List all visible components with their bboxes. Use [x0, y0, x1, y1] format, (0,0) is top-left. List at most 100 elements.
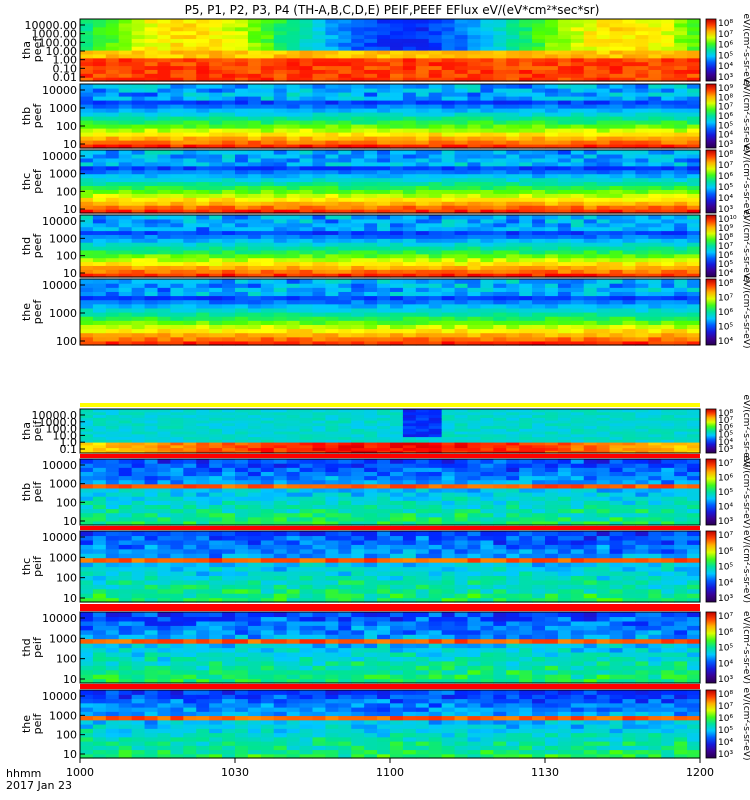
heatmap-cell [687, 273, 701, 278]
heatmap-cell [493, 234, 507, 239]
heatmap-cell [170, 140, 184, 145]
heatmap-cell [183, 226, 197, 232]
heatmap-cell [183, 500, 197, 505]
heatmap-cell [609, 332, 624, 338]
heatmap-cell [235, 136, 249, 141]
heatmap-cell [235, 209, 249, 214]
heatmap-cell [105, 124, 120, 129]
heatmap-cell [209, 181, 223, 187]
heatmap-cell [467, 100, 482, 105]
heatmap-cell [364, 436, 378, 440]
heatmap-cell [131, 226, 146, 232]
heatmap-cell [583, 153, 598, 159]
heatmap-cell [273, 279, 288, 284]
heatmap-cell [105, 316, 120, 321]
heatmap-cell [131, 269, 146, 274]
heatmap-cell [260, 218, 275, 224]
heatmap-cell [687, 53, 701, 59]
heatmap-cell [260, 479, 275, 485]
heatmap-cell [299, 246, 314, 251]
heatmap-cell [609, 295, 624, 301]
heatmap-cell [80, 193, 94, 198]
heatmap-cell [299, 299, 314, 305]
heatmap-cell [325, 136, 339, 141]
heatmap-cell [377, 124, 391, 129]
heatmap-cell [506, 291, 520, 297]
heatmap-cell [235, 471, 249, 477]
heatmap-cell [635, 328, 649, 334]
heatmap-cell [415, 291, 430, 297]
heatmap-cell [196, 42, 210, 47]
heatmap-cell [415, 436, 430, 440]
heatmap-cell [583, 193, 598, 198]
heatmap-cell [402, 428, 417, 432]
heatmap-cell [622, 411, 637, 416]
heatmap-cell [235, 30, 249, 36]
heatmap-cell [157, 246, 172, 251]
heatmap-cell [157, 226, 172, 232]
heatmap-cell [196, 189, 210, 194]
heatmap-cell [493, 53, 507, 59]
heatmap-cell [377, 120, 391, 125]
heatmap-cell [131, 116, 146, 121]
heatmap-cell [183, 483, 197, 489]
heatmap-cell [648, 201, 662, 206]
heatmap-cell [273, 185, 288, 190]
heatmap-cell [687, 46, 701, 51]
heatmap-cell [260, 46, 275, 51]
heatmap-cell [532, 30, 546, 36]
heatmap-cell [325, 65, 339, 70]
heatmap-cell [609, 422, 624, 427]
heatmap-cell [247, 516, 262, 522]
heatmap-cell [596, 128, 611, 133]
heatmap-cell [157, 433, 172, 438]
heatmap-cell [312, 193, 327, 198]
heatmap-cell [157, 295, 172, 301]
heatmap-cell [557, 269, 572, 274]
heatmap-cell [377, 177, 391, 183]
heatmap-cell [299, 84, 314, 89]
heatmap-cell [170, 144, 184, 149]
heatmap-cell [506, 173, 520, 179]
heatmap-cell [273, 492, 288, 497]
heatmap-cell [209, 189, 223, 194]
heatmap-cell [312, 132, 327, 137]
heatmap-cell [351, 336, 365, 342]
heatmap-cell [170, 508, 184, 514]
heatmap-cell [648, 411, 662, 416]
heatmap-cell [209, 431, 223, 435]
heatmap-cell [519, 22, 533, 28]
heatmap-cell [286, 428, 301, 432]
heatmap-cell [570, 177, 585, 183]
heatmap-cell [609, 249, 624, 255]
heatmap-cell [506, 150, 520, 155]
heatmap-cell [454, 65, 469, 70]
heatmap-cell [570, 140, 585, 145]
heatmap-cell [687, 209, 701, 214]
heatmap-cell [519, 283, 533, 288]
heatmap-cell [596, 61, 611, 67]
heatmap-cell [131, 291, 146, 297]
heatmap-cell [557, 447, 572, 451]
heatmap-cell [235, 253, 249, 259]
heatmap-cell [209, 150, 223, 155]
heatmap-cell [480, 112, 494, 117]
heatmap-cell [635, 124, 649, 129]
heatmap-cell [415, 124, 430, 129]
heatmap-cell [247, 65, 262, 70]
heatmap-cell [570, 234, 585, 239]
heatmap-cell [415, 177, 430, 183]
heatmap-cell [480, 38, 494, 43]
heatmap-cell [519, 411, 533, 416]
heatmap-cell [493, 436, 507, 440]
heatmap-cell [247, 504, 262, 510]
heatmap-cell [596, 136, 611, 141]
heatmap-cell [415, 153, 430, 159]
heatmap-cell [570, 193, 585, 198]
heatmap-cell [351, 307, 365, 313]
heatmap-cell [609, 50, 624, 55]
heatmap-cell [661, 411, 675, 416]
heatmap-cell [454, 50, 469, 55]
heatmap-cell [557, 328, 572, 334]
heatmap-cell [454, 157, 469, 163]
